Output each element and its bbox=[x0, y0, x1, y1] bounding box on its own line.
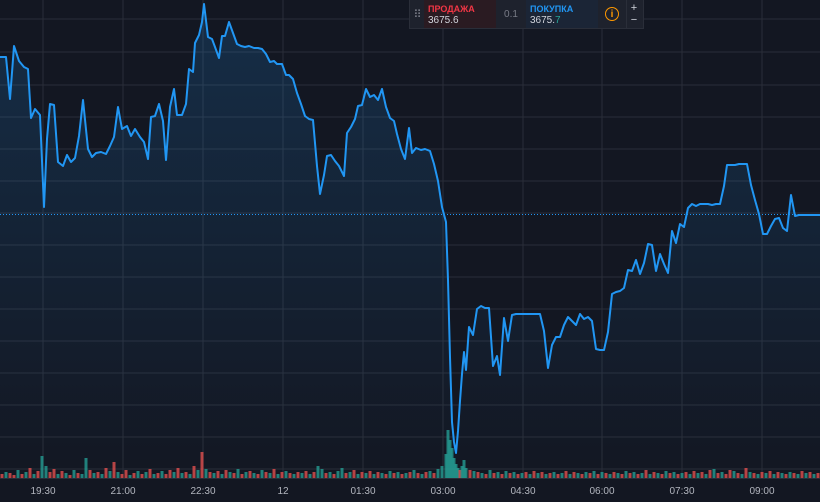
quantity-stepper[interactable]: + − bbox=[626, 0, 641, 28]
x-tick-label: 21:00 bbox=[110, 486, 135, 497]
info-button[interactable]: i bbox=[598, 0, 626, 28]
sell-button[interactable]: ПРОДАЖА 3675.6 bbox=[424, 0, 496, 28]
x-tick-label: 04:30 bbox=[510, 486, 535, 497]
time-axis: 19:30 21:00 22:30 12 01:30 03:00 04:30 06:00 07:… bbox=[0, 478, 820, 502]
sell-label: ПРОДАЖА bbox=[428, 4, 475, 14]
minus-button[interactable]: − bbox=[630, 14, 638, 26]
buy-price-main: 3675. bbox=[530, 15, 556, 26]
x-tick-label: 09:00 bbox=[749, 486, 774, 497]
x-tick-label: 06:00 bbox=[589, 486, 614, 497]
buy-price: 3675.7 bbox=[530, 15, 594, 27]
x-tick-label: 19:30 bbox=[30, 486, 55, 497]
x-tick-label: 03:00 bbox=[430, 486, 455, 497]
x-tick-label: 22:30 bbox=[190, 486, 215, 497]
buy-price-tail: 7 bbox=[555, 15, 561, 26]
x-tick-label: 01:30 bbox=[350, 486, 375, 497]
buy-label: ПОКУПКА bbox=[530, 4, 574, 14]
price-line bbox=[0, 3, 820, 454]
quantity-value[interactable]: 0.1 bbox=[504, 8, 518, 20]
price-area-fill bbox=[0, 4, 820, 478]
buy-button[interactable]: ПОКУПКА 3675.7 bbox=[526, 0, 598, 28]
sell-price: 3675.6 bbox=[428, 15, 459, 26]
x-tick-label: 12 bbox=[277, 486, 289, 497]
info-icon: i bbox=[605, 7, 619, 21]
time-axis-background bbox=[0, 478, 820, 502]
trade-widget: ⠿ ПРОДАЖА 3675.6 0.1 ПОКУПКА 3675.7 i + … bbox=[409, 0, 644, 29]
x-tick-label: 07:30 bbox=[669, 486, 694, 497]
plus-button[interactable]: + bbox=[630, 2, 638, 14]
drag-handle-icon[interactable]: ⠿ bbox=[413, 8, 421, 21]
